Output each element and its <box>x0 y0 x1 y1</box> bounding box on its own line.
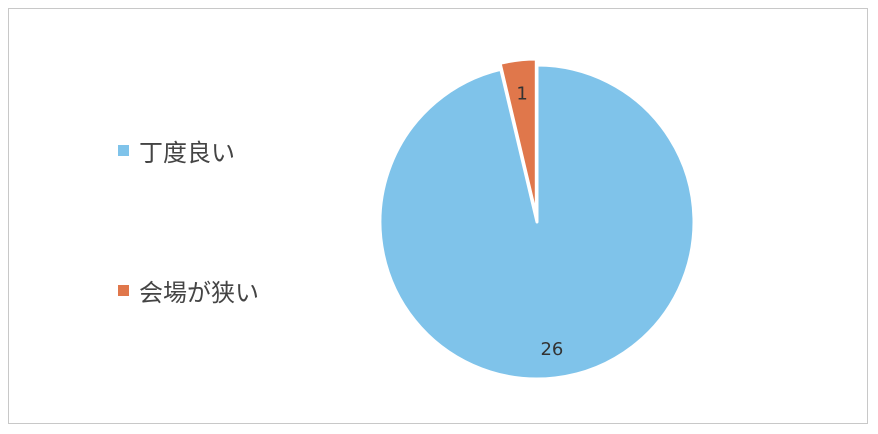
data-label-1: 1 <box>516 83 527 104</box>
legend-item-1: 会場が狭い <box>118 268 318 312</box>
pie-slice-0 <box>378 63 696 381</box>
data-label-0: 26 <box>540 339 563 360</box>
pie-data-labels: 26 1 <box>516 83 563 359</box>
chart-legend: 丁度良い 会場が狭い <box>118 128 318 408</box>
legend-label-0: 丁度良い <box>139 138 235 167</box>
legend-swatch-1 <box>118 284 129 296</box>
legend-item-0: 丁度良い <box>118 128 318 172</box>
pie-slices <box>378 57 696 381</box>
legend-swatch-0 <box>118 144 129 156</box>
pie-slice-1 <box>498 57 538 218</box>
legend-label-1: 会場が狭い <box>139 278 259 307</box>
